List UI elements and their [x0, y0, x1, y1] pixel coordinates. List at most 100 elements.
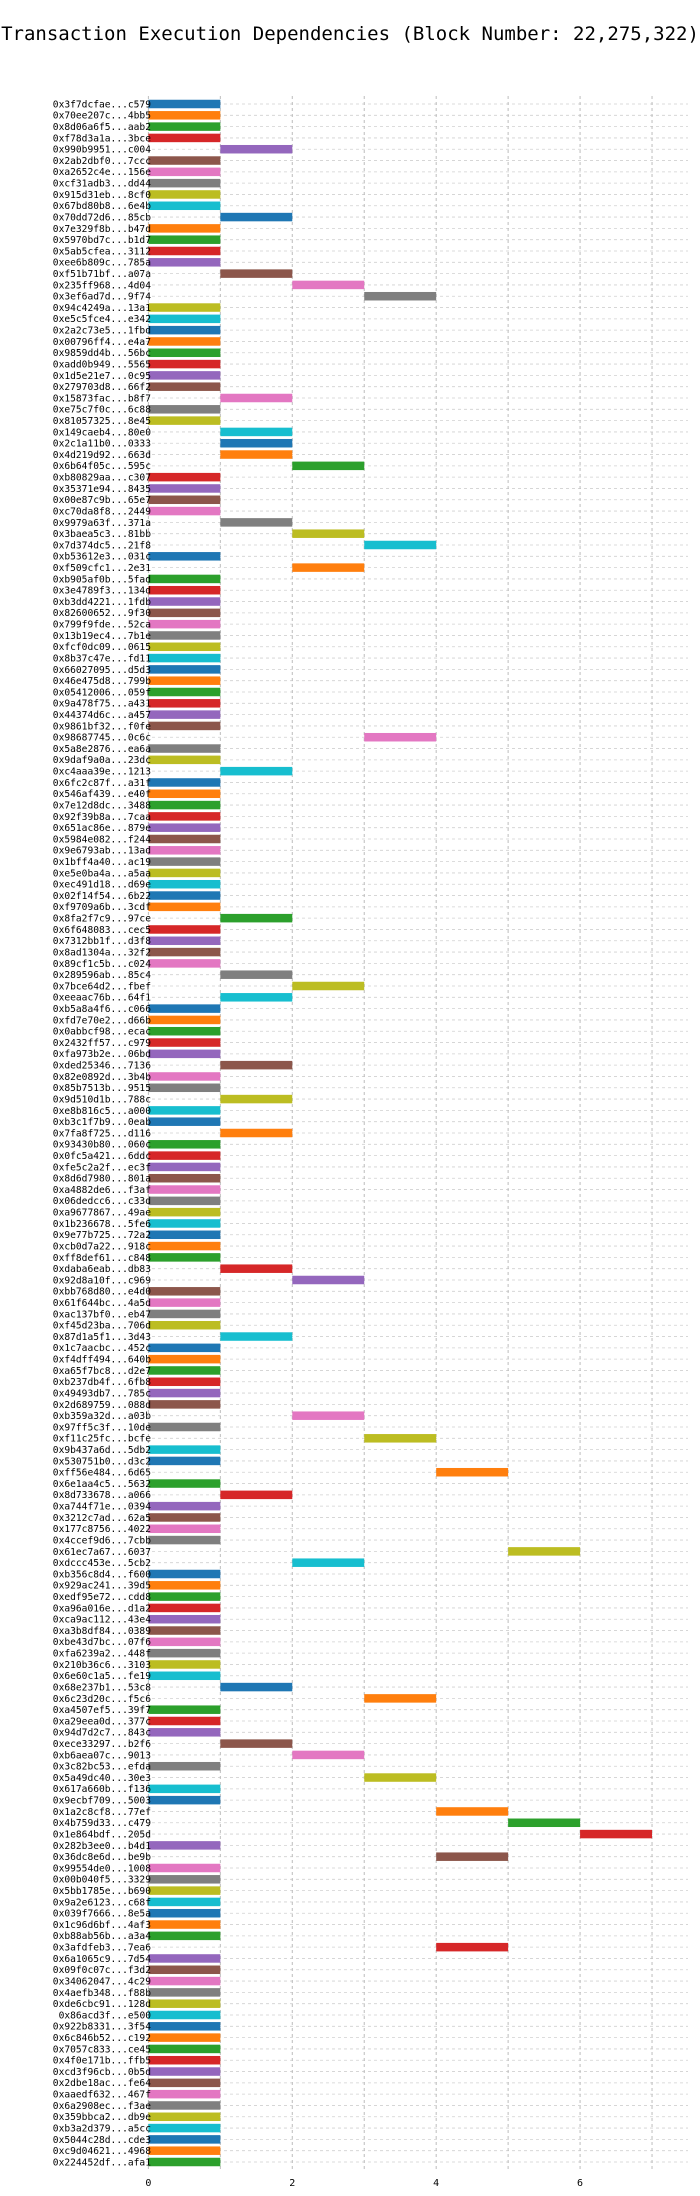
transaction-label: 0xb905af0b...5fad: [53, 574, 151, 585]
transaction-label: 0xb3a2d379...a5cc: [53, 2123, 151, 2134]
transaction-label: 0x3e4789f3...134d: [53, 586, 151, 597]
transaction-label: 0xe5c5fce4...e342: [53, 314, 151, 325]
transaction-label: 0xa4507ef5...39f7: [53, 1705, 151, 1716]
transaction-label: 0x94d7d2c7...843c: [53, 1728, 151, 1739]
transaction-bar: [220, 144, 293, 154]
transaction-bar: [148, 1920, 221, 1929]
transaction-label: 0xfa973b2e...06bd: [53, 1049, 151, 1060]
transaction-label: 0xb6aea07c...9013: [53, 1750, 151, 1761]
transaction-label: 0x617a660b...f136: [53, 1784, 151, 1795]
transaction-label: 0x0abbcf98...ecac: [53, 1027, 151, 1038]
transaction-bar: [148, 325, 221, 335]
transaction-bar: [148, 1660, 221, 1669]
bars: [148, 99, 653, 2167]
transaction-bar: [148, 608, 221, 618]
transaction-label: 0x3baea5c3...81bb: [53, 529, 151, 540]
transaction-label: 0x6e60c1a5...fe19: [53, 1671, 151, 1682]
transaction-label: 0x3c82bc53...efda: [53, 1762, 151, 1773]
transaction-label: 0x3f7dcfae...c579: [53, 99, 151, 110]
transaction-label: 0x92f39b8a...7caa: [53, 812, 151, 823]
transaction-bar: [148, 699, 221, 708]
transaction-label: 0x5970bd7c...b1d7: [53, 235, 151, 246]
transaction-label: 0xb88ab56b...a3a4: [53, 1931, 151, 1942]
transaction-label: 0xf9709a6b...3cdf: [53, 902, 151, 913]
transaction-bar: [148, 405, 221, 414]
x-tick-label: 4: [433, 2178, 439, 2189]
transaction-bar: [148, 823, 221, 832]
transaction-bar: [148, 1875, 221, 1884]
transaction-label: 0xb53612e3...031c: [53, 552, 151, 563]
transaction-label: 0x9979a63f...371a: [53, 518, 151, 529]
transaction-bar: [148, 2157, 221, 2167]
transaction-bar: [148, 2101, 221, 2110]
transaction-bar: [148, 1897, 221, 1907]
transaction-bar: [148, 947, 221, 957]
transaction-label: 0xb359a32d...a03b: [53, 1411, 151, 1422]
transaction-bar: [148, 902, 221, 912]
transaction-bar: [148, 834, 221, 844]
transaction-label: 0xe5e0ba4a...a5aa: [53, 868, 151, 879]
transaction-bar: [148, 2089, 221, 2099]
transaction-label: 0x4b759d33...c479: [53, 1818, 151, 1829]
transaction-label: 0x224452df...afa1: [53, 2157, 151, 2168]
transaction-label: 0x9e77b725...72a2: [53, 1230, 151, 1241]
transaction-bar: [148, 1965, 221, 1975]
transaction-bar: [220, 427, 293, 437]
transaction-bar: [148, 1117, 221, 1126]
transaction-label: 0x8d06a6f5...aab2: [53, 122, 151, 133]
transaction-label: 0xdccc453e...5cb2: [53, 1558, 151, 1569]
transaction-bar: [148, 258, 221, 267]
transaction-label: 0x7bce64d2...fbef: [53, 981, 151, 992]
transaction-label: 0xec491d18...d69e: [53, 880, 151, 891]
transaction-label: 0x6c23d20c...f5c6: [53, 1694, 151, 1705]
transaction-bar: [148, 111, 221, 120]
transaction-bar: [148, 789, 221, 799]
transaction-bar: [220, 438, 293, 448]
transaction-bar: [148, 303, 221, 312]
transaction-bar: [364, 1434, 437, 1443]
transaction-label: 0x149caeb4...80e0: [53, 427, 151, 438]
transaction-label: 0x6c846b52...c192: [53, 2033, 151, 2044]
transaction-bar: [148, 1230, 221, 1240]
transaction-bar: [148, 190, 221, 199]
transaction-bar: [364, 1694, 437, 1703]
transaction-label: 0x1c96d6bf...4af3: [53, 1920, 151, 1931]
transaction-label: 0x1e864bdf...205d: [53, 1829, 151, 1840]
transaction-label: 0x8fa2f7c9...97ce: [53, 914, 151, 925]
transaction-bar: [220, 212, 293, 222]
transaction-label: 0x00b040f5...3329: [53, 1875, 151, 1886]
transaction-label: 0xc70da8f8...2449: [53, 506, 151, 517]
transaction-bar: [148, 1140, 221, 1149]
transaction-label: 0xf51b71bf...a07a: [53, 269, 151, 280]
transaction-bar: [148, 1298, 221, 1307]
transaction-label: 0x2d689759...088d: [53, 1400, 151, 1411]
transaction-bar: [148, 1377, 221, 1387]
transaction-label: 0xca9ac112...43e4: [53, 1615, 151, 1626]
transaction-label: 0x36dc8e6d...be9b: [53, 1852, 151, 1863]
transaction-label: 0x3afdfeb3...7ea6: [53, 1943, 151, 1954]
transaction-bar: [148, 1863, 221, 1873]
transaction-label: 0x8b37c47e...fd11: [53, 653, 151, 664]
transaction-bar: [148, 348, 221, 358]
transaction-bar: [148, 1524, 221, 1534]
transaction-bar: [148, 653, 221, 663]
transaction-bar: [148, 1648, 221, 1658]
transaction-label: 0x8ad1304a...32f2: [53, 947, 151, 958]
transaction-bar: [148, 552, 221, 561]
transaction-label: 0x5ab5cfea...3112: [53, 246, 151, 257]
transaction-bar: [148, 201, 221, 211]
transaction-label: 0x7312bb1f...d3f8: [53, 936, 151, 947]
transaction-label: 0xe8b816c5...a000: [53, 1106, 151, 1117]
transaction-label: 0xf78d3a1a...3bce: [53, 133, 151, 144]
transaction-bar: [148, 755, 221, 765]
transaction-label: 0x7e12d8dc...3488: [53, 800, 151, 811]
transaction-bar: [220, 450, 293, 459]
transaction-label: 0xf4dff494...640b: [53, 1355, 151, 1366]
transaction-label: 0x06dedcc6...c33d: [53, 1196, 151, 1207]
transaction-bar: [148, 619, 221, 629]
transaction-label: 0xa9677867...49ae: [53, 1208, 151, 1219]
transaction-bar: [220, 269, 293, 278]
transaction-bar: [148, 371, 221, 380]
transaction-label: 0x3212c7ad...62a5: [53, 1513, 151, 1524]
